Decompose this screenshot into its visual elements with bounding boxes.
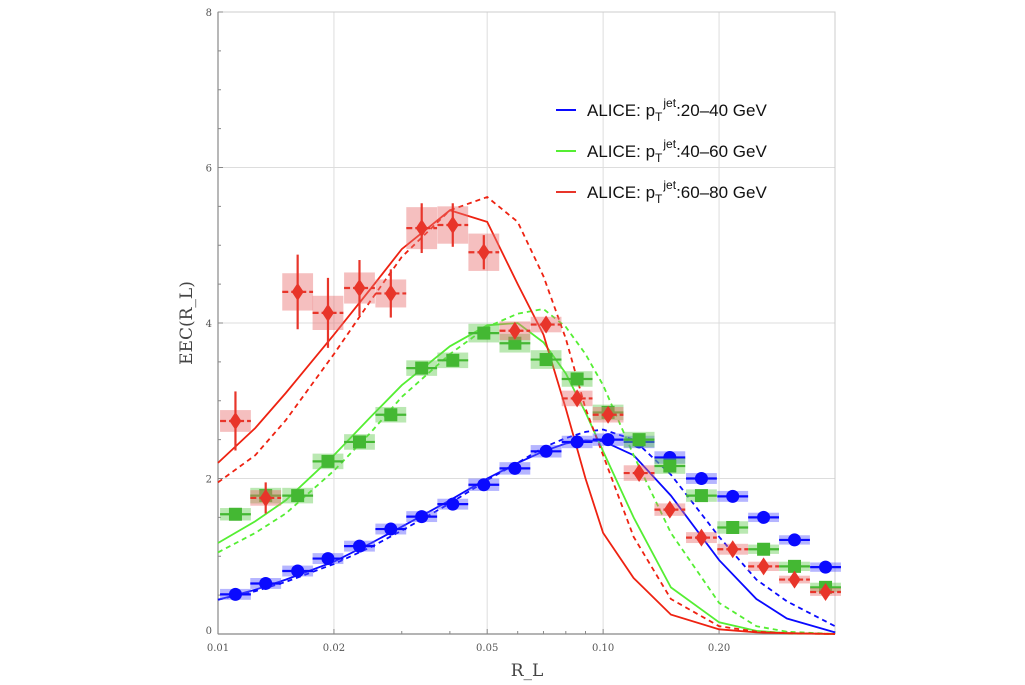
data-point-diamond xyxy=(571,389,584,408)
legend-text-sup: jet xyxy=(662,178,676,192)
legend-text-prefix: ALICE: p xyxy=(587,101,655,120)
data-point-square xyxy=(694,489,708,503)
data-point-circle xyxy=(539,444,553,458)
series-diamond xyxy=(220,203,841,602)
data-point-circle xyxy=(291,564,305,578)
y-tick-label: 0 xyxy=(206,626,212,637)
y-tick-label: 6 xyxy=(206,164,212,175)
data-point-square xyxy=(788,559,802,573)
data-point-circle xyxy=(570,435,584,449)
data-point-circle xyxy=(415,510,429,524)
data-point-square xyxy=(726,520,740,534)
data-point-circle xyxy=(726,489,740,503)
data-point-square xyxy=(663,459,677,473)
legend-text-sup: jet xyxy=(662,137,676,151)
data-point-circle xyxy=(788,533,802,547)
data-point-square xyxy=(228,507,242,521)
data-point-square xyxy=(477,326,491,340)
data-point-diamond xyxy=(229,411,242,430)
legend-text-sub: T xyxy=(655,151,663,165)
data-point-circle xyxy=(352,539,366,553)
y-tick-label: 4 xyxy=(206,319,212,330)
data-point-diamond xyxy=(819,583,832,602)
data-points xyxy=(220,203,841,602)
legend-text-prefix: ALICE: p xyxy=(587,183,655,202)
data-point-square xyxy=(757,542,771,556)
legend-label: ALICE: pTjet:20–40 GeV xyxy=(587,96,767,124)
data-point-diamond xyxy=(663,500,676,519)
data-point-square xyxy=(291,489,305,503)
axes: 0 2 4 6 8 0.01 0.02 0.05 0.10 0.20 xyxy=(206,8,836,654)
x-tick-label: 0.20 xyxy=(708,643,730,654)
x-tick-label: 0.02 xyxy=(323,643,345,654)
data-point-circle xyxy=(259,576,273,590)
legend-text-prefix: ALICE: p xyxy=(587,142,655,161)
data-point-circle xyxy=(757,510,771,524)
data-point-square xyxy=(632,433,646,447)
data-point-diamond xyxy=(353,279,366,298)
data-point-diamond xyxy=(540,315,553,334)
data-point-diamond xyxy=(477,243,490,262)
data-point-diamond xyxy=(259,488,272,507)
y-tick-label: 8 xyxy=(206,8,212,19)
legend-text-sup: jet xyxy=(662,96,676,110)
legend-label: ALICE: pTjet:40–60 GeV xyxy=(587,137,767,165)
data-point-diamond xyxy=(415,219,428,238)
data-point-diamond xyxy=(633,464,646,483)
data-point-circle xyxy=(601,433,615,447)
data-point-circle xyxy=(321,552,335,566)
data-point-diamond xyxy=(384,284,397,303)
data-point-diamond xyxy=(602,405,615,424)
data-point-square xyxy=(384,408,398,422)
data-point-square xyxy=(352,435,366,449)
grid xyxy=(218,12,835,634)
data-point-circle xyxy=(228,587,242,601)
data-point-diamond xyxy=(757,557,770,576)
legend-text-suffix: :60–80 GeV xyxy=(676,183,767,202)
data-point-diamond xyxy=(321,303,334,322)
data-point-circle xyxy=(477,478,491,492)
data-point-square xyxy=(415,361,429,375)
data-point-square xyxy=(539,353,553,367)
theory-curve-solid xyxy=(217,209,836,635)
legend-text-sub: T xyxy=(655,110,663,124)
data-point-diamond xyxy=(726,540,739,559)
data-point-diamond xyxy=(508,321,521,340)
data-point-diamond xyxy=(788,570,801,589)
y-axis-label: EEC(R_L) xyxy=(177,281,197,365)
x-axis-label: R_L xyxy=(511,661,544,681)
series-circle xyxy=(220,433,841,601)
data-point-diamond xyxy=(695,528,708,547)
data-point-diamond xyxy=(446,216,459,235)
data-point-square xyxy=(321,454,335,468)
x-tick-label: 0.05 xyxy=(476,643,498,654)
data-point-circle xyxy=(446,497,460,511)
data-point-square xyxy=(508,336,522,350)
x-tick-label: 0.01 xyxy=(207,643,229,654)
data-point-circle xyxy=(508,461,522,475)
theory-curve-dashed xyxy=(217,195,836,635)
data-point-diamond xyxy=(291,282,304,301)
data-point-square xyxy=(446,353,460,367)
y-tick-label: 2 xyxy=(206,475,212,486)
legend-label: ALICE: pTjet:60–80 GeV xyxy=(587,178,767,206)
legend-text-suffix: :40–60 GeV xyxy=(676,142,767,161)
theory-curve-dashed xyxy=(217,308,836,635)
data-point-circle xyxy=(819,560,833,574)
data-point-circle xyxy=(384,522,398,536)
legend-text-suffix: :20–40 GeV xyxy=(676,101,767,120)
legend-text-sub: T xyxy=(655,192,663,206)
data-point-circle xyxy=(694,472,708,485)
data-point-square xyxy=(570,372,584,386)
x-tick-label: 0.10 xyxy=(592,643,614,654)
